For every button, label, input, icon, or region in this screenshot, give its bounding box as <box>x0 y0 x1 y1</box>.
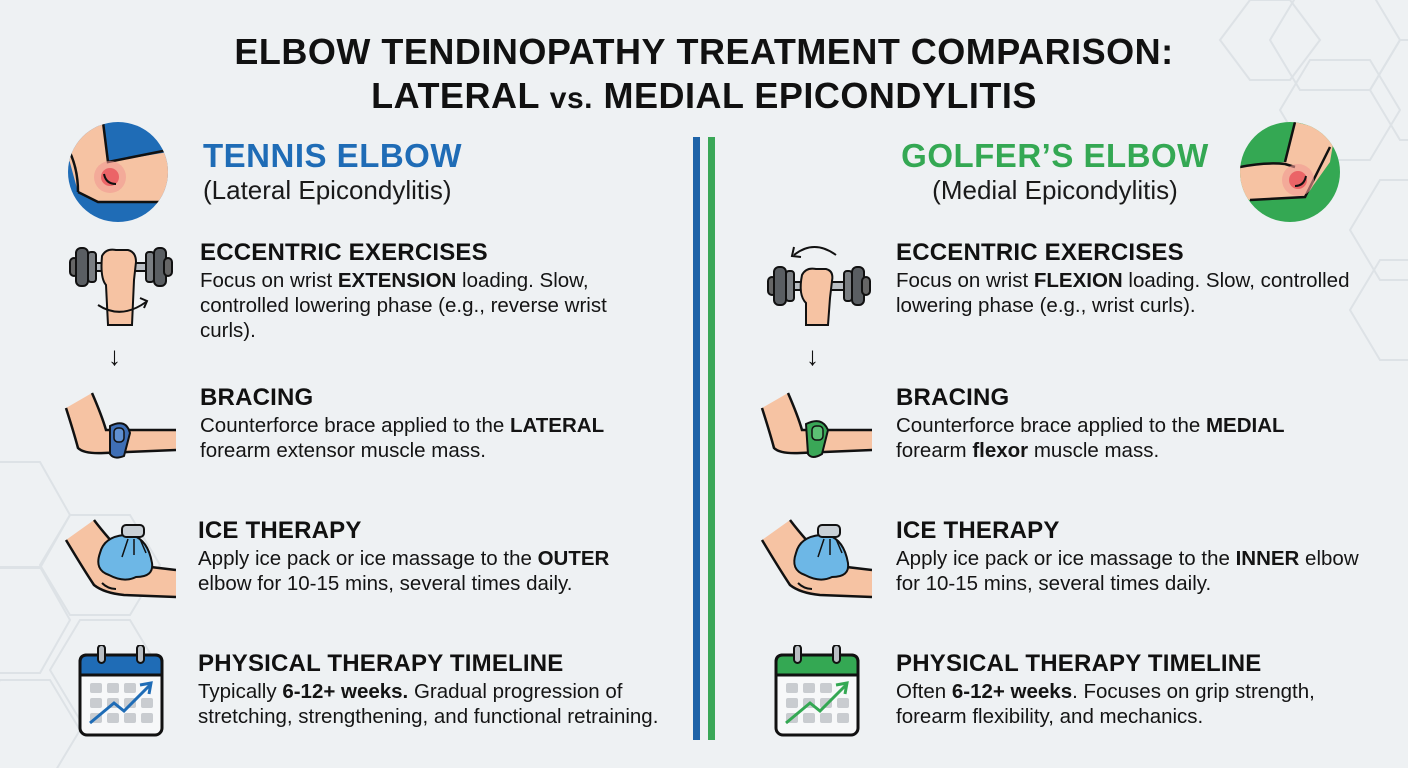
left-item-bracing: BRACING Counterforce brace applied to th… <box>200 383 660 463</box>
item-heading: PHYSICAL THERAPY TIMELINE <box>198 650 564 677</box>
ice-pack-icon <box>760 515 873 605</box>
divider-green <box>708 137 715 740</box>
condition-name: TENNIS ELBOW <box>203 137 462 174</box>
condition-name: GOLFER’S ELBOW <box>901 137 1209 174</box>
item-description: Apply ice pack or ice massage to the INN… <box>896 547 1359 595</box>
tennis-elbow-header: TENNIS ELBOW (Lateral Epicondylitis) <box>203 138 462 206</box>
golfers-elbow-header: GOLFER’S ELBOW (Medial Epicondylitis) <box>880 138 1230 206</box>
right-item-eccentric-exercises: ECCENTRIC EXERCISES Focus on wrist FLEXI… <box>896 238 1356 318</box>
left-item-eccentric-exercises: ECCENTRIC EXERCISES Focus on wrist EXTEN… <box>200 238 650 343</box>
left-item-ice-therapy: ICE THERAPY Apply ice pack or ice massag… <box>198 516 668 596</box>
title-rest: TREATMENT COMPARISON: <box>666 31 1174 72</box>
title-bold: ELBOW TENDINOPATHY <box>234 31 666 72</box>
title-medial: MEDIAL EPICONDYLITIS <box>593 75 1037 116</box>
elbow-pain-icon <box>1240 122 1340 222</box>
title-vs: vs. <box>549 82 593 115</box>
item-description: Focus on wrist EXTENSION loading. Slow, … <box>200 269 607 342</box>
elbow-pain-icon <box>68 122 168 222</box>
elbow-brace-icon <box>760 388 873 468</box>
condition-subtitle: (Lateral Epicondylitis) <box>203 175 452 205</box>
elbow-brace-icon <box>64 388 177 468</box>
item-heading: ECCENTRIC EXERCISES <box>200 239 488 266</box>
item-heading: BRACING <box>896 384 1010 411</box>
item-description: Focus on wrist FLEXION loading. Slow, co… <box>896 269 1350 317</box>
right-item-physical-therapy-timeline: PHYSICAL THERAPY TIMELINE Often 6-12+ we… <box>896 649 1366 729</box>
item-heading: BRACING <box>200 384 314 411</box>
title-lateral: LATERAL <box>371 75 550 116</box>
calendar-progress-icon <box>78 644 164 742</box>
dumbbell-wrist-extension-icon <box>66 240 176 335</box>
left-item-physical-therapy-timeline: PHYSICAL THERAPY TIMELINE Typically 6-12… <box>198 649 688 729</box>
item-description: Often 6-12+ weeks. Focuses on grip stren… <box>896 680 1315 728</box>
page-title: ELBOW TENDINOPATHY TREATMENT COMPARISON:… <box>0 30 1408 121</box>
divider-blue <box>693 137 700 740</box>
flow-arrow-down-icon: ↓ <box>108 341 121 371</box>
item-heading: ECCENTRIC EXERCISES <box>896 239 1184 266</box>
item-description: Counterforce brace applied to the LATERA… <box>200 414 605 462</box>
item-description: Typically 6-12+ weeks. Gradual progressi… <box>198 680 659 728</box>
item-heading: ICE THERAPY <box>198 517 362 544</box>
flow-arrow-down-icon: ↓ <box>806 341 819 371</box>
right-item-bracing: BRACING Counterforce brace applied to th… <box>896 383 1346 463</box>
right-item-ice-therapy: ICE THERAPY Apply ice pack or ice massag… <box>896 516 1366 596</box>
item-heading: ICE THERAPY <box>896 517 1060 544</box>
item-heading: PHYSICAL THERAPY TIMELINE <box>896 650 1262 677</box>
item-description: Counterforce brace applied to the MEDIAL… <box>896 414 1285 462</box>
condition-subtitle: (Medial Epicondylitis) <box>932 175 1178 205</box>
calendar-progress-icon <box>774 644 860 742</box>
item-description: Apply ice pack or ice massage to the OUT… <box>198 547 610 595</box>
dumbbell-wrist-flexion-icon <box>764 243 874 333</box>
ice-pack-icon <box>64 515 177 605</box>
